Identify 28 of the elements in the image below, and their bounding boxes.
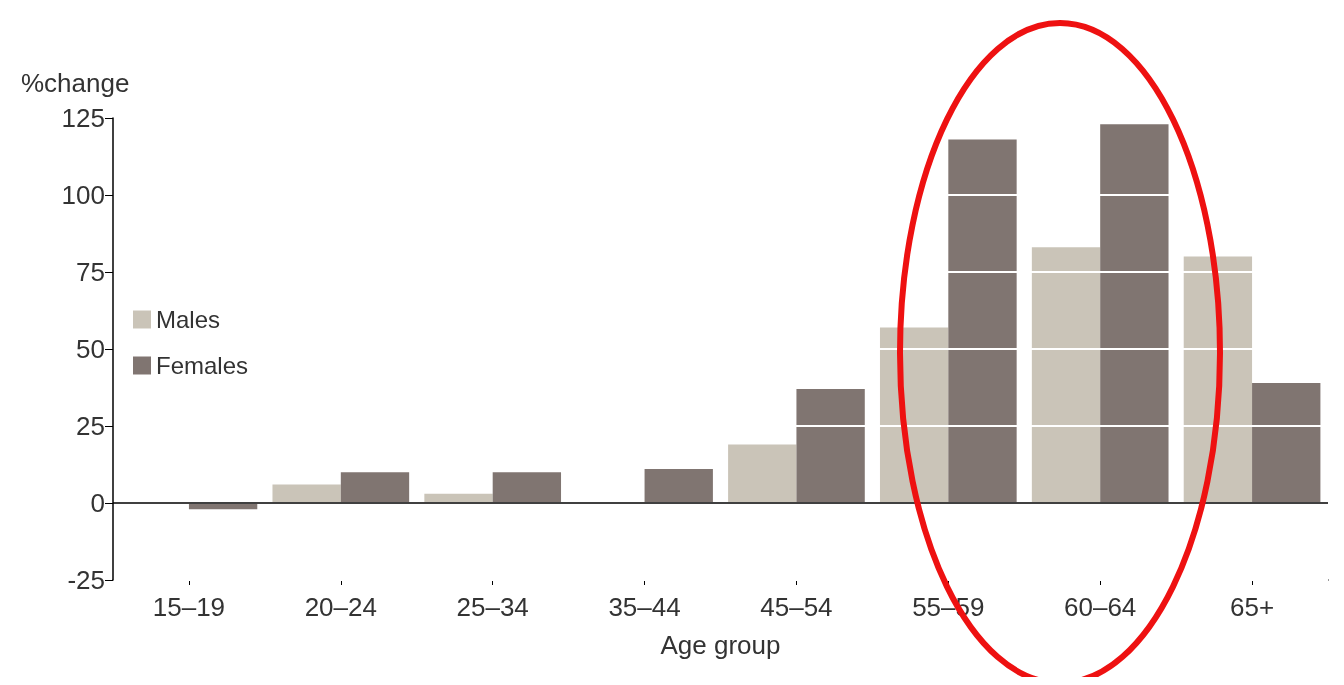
bar [340, 472, 410, 503]
y-tick-label: 100 [61, 180, 105, 210]
y-tick-label: 125 [61, 103, 105, 133]
x-tick-label: 15–19 [152, 592, 226, 622]
bar [1100, 124, 1169, 503]
bar [1031, 247, 1101, 503]
x-axis-title: Age group [660, 630, 781, 660]
x-tick-label: 25–34 [456, 592, 529, 622]
y-tick-label: 0 [90, 488, 105, 518]
y-tick-label: -25 [67, 565, 105, 595]
y-tick-label: 50 [76, 334, 105, 364]
bar [796, 389, 865, 503]
bar [492, 472, 562, 503]
bar [728, 444, 797, 503]
bar [644, 469, 713, 503]
bar [1252, 382, 1321, 503]
x-tick-label: 65+ [1230, 592, 1275, 622]
x-tick-label: 35–44 [608, 592, 681, 622]
legend-label: Females [156, 352, 249, 379]
x-tick-label: 60–64 [1064, 592, 1137, 622]
y-tick-label: 75 [76, 257, 105, 287]
bar [272, 484, 341, 503]
bar [948, 139, 1017, 503]
x-tick-label: 20–24 [304, 592, 377, 622]
y-tick-label: 25 [76, 411, 105, 441]
y-axis-title: %change [21, 68, 130, 98]
legend-label: Males [156, 306, 221, 333]
x-tick-label: 45–54 [760, 592, 833, 622]
